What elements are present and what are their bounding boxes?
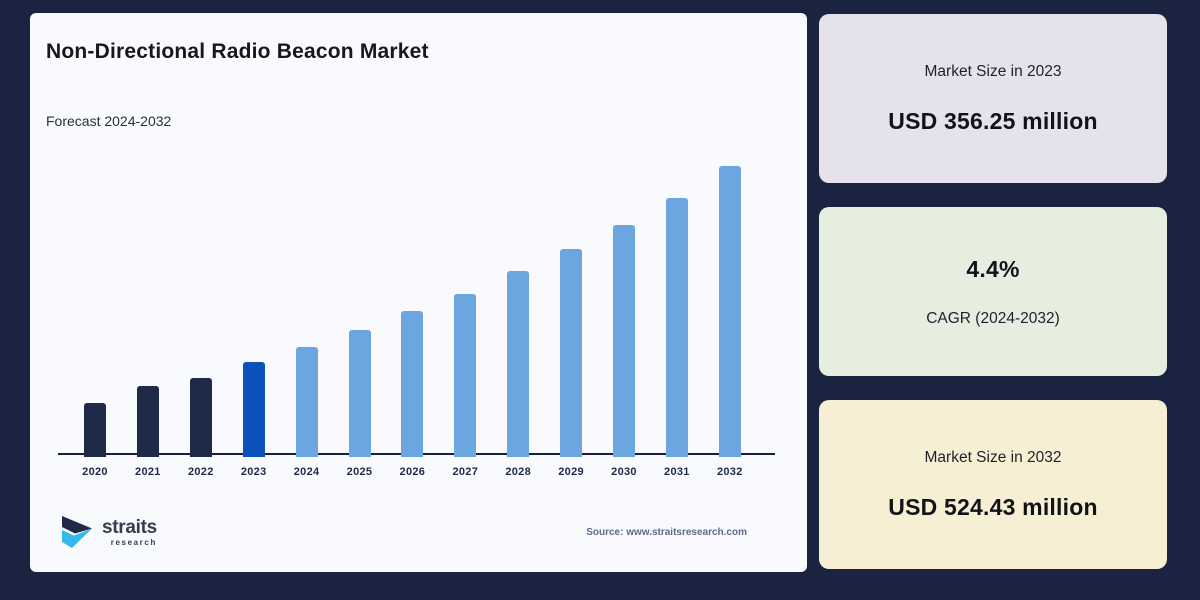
- logo-brand: straits: [102, 516, 157, 538]
- bar-2021: [136, 386, 159, 457]
- chart-card: Non-Directional Radio Beacon Market Fore…: [30, 13, 807, 572]
- axis-label-2032: 2032: [716, 466, 743, 478]
- stat-value: USD 356.25 million: [888, 107, 1098, 134]
- bar-2031: [665, 198, 688, 457]
- stat-label: CAGR (2024-2032): [926, 309, 1060, 327]
- axis-label-2029: 2029: [558, 466, 584, 478]
- bar-group-2024: 2024: [280, 347, 334, 486]
- stat-card-market-size-2023: Market Size in 2023 USD 356.25 million: [819, 14, 1167, 183]
- bar-2023: [242, 362, 265, 457]
- bar-group-2023: 2023: [227, 362, 281, 486]
- axis-label-2021: 2021: [135, 466, 161, 478]
- bar-2020: [84, 403, 106, 457]
- card-footer: straits research Source: www.straitsrese…: [58, 512, 779, 552]
- bar-group-2021: 2021: [121, 386, 175, 486]
- bar-group-2030: 2030: [597, 225, 651, 486]
- bar-group-2029: 2029: [544, 249, 598, 486]
- stat-card-market-size-2032: Market Size in 2032 USD 524.43 million: [819, 400, 1167, 569]
- bar-group-2026: 2026: [385, 311, 439, 486]
- axis-label-2026: 2026: [399, 466, 426, 478]
- bar-2028: [507, 271, 530, 457]
- straits-logo-icon: [62, 516, 92, 548]
- bar-group-2025: 2025: [333, 330, 387, 486]
- stat-label: Market Size in 2023: [924, 62, 1062, 80]
- axis-label-2025: 2025: [346, 466, 373, 478]
- axis-label-2027: 2027: [452, 466, 479, 478]
- bar-group-2020: 2020: [68, 403, 122, 486]
- bar-2027: [454, 294, 477, 457]
- bar-2024: [295, 347, 318, 457]
- axis-label-2028: 2028: [505, 466, 532, 478]
- axis-label-2024: 2024: [293, 466, 320, 478]
- axis-label-2022: 2022: [187, 466, 214, 478]
- bar-group-2031: 2031: [650, 198, 704, 486]
- straits-research-logo: straits research: [58, 512, 157, 552]
- page-title: Non-Directional Radio Beacon Market: [46, 40, 429, 63]
- axis-label-2023: 2023: [240, 466, 267, 478]
- logo-text: straits research: [102, 518, 157, 547]
- bar-group-2027: 2027: [438, 294, 492, 486]
- axis-label-2031: 2031: [664, 466, 690, 478]
- forecast-subtitle: Forecast 2024-2032: [46, 113, 172, 129]
- axis-label-2020: 2020: [82, 466, 108, 478]
- source-attribution: Source: www.straitsresearch.com: [586, 526, 747, 538]
- bar-group-2028: 2028: [491, 271, 545, 486]
- bar-2026: [401, 311, 424, 457]
- bar-group-2032: 2032: [703, 166, 757, 486]
- bar-chart: 2020 2021 2022 2023 2024 2025 2026 2027 2028 2029…: [58, 150, 775, 478]
- axis-label-2030: 2030: [611, 466, 637, 478]
- bar-2022: [189, 378, 212, 457]
- logo-brand-sub: research: [110, 537, 157, 547]
- bar-2025: [348, 330, 371, 457]
- bar-2029: [560, 249, 583, 457]
- bar-2030: [613, 225, 635, 457]
- stat-value: USD 524.43 million: [888, 493, 1098, 520]
- stat-card-cagr: 4.4% CAGR (2024-2032): [819, 207, 1167, 376]
- stat-label: Market Size in 2032: [924, 448, 1062, 466]
- bar-2032: [718, 166, 741, 457]
- stat-value: 4.4%: [966, 255, 1020, 282]
- bar-group-2022: 2022: [174, 378, 228, 486]
